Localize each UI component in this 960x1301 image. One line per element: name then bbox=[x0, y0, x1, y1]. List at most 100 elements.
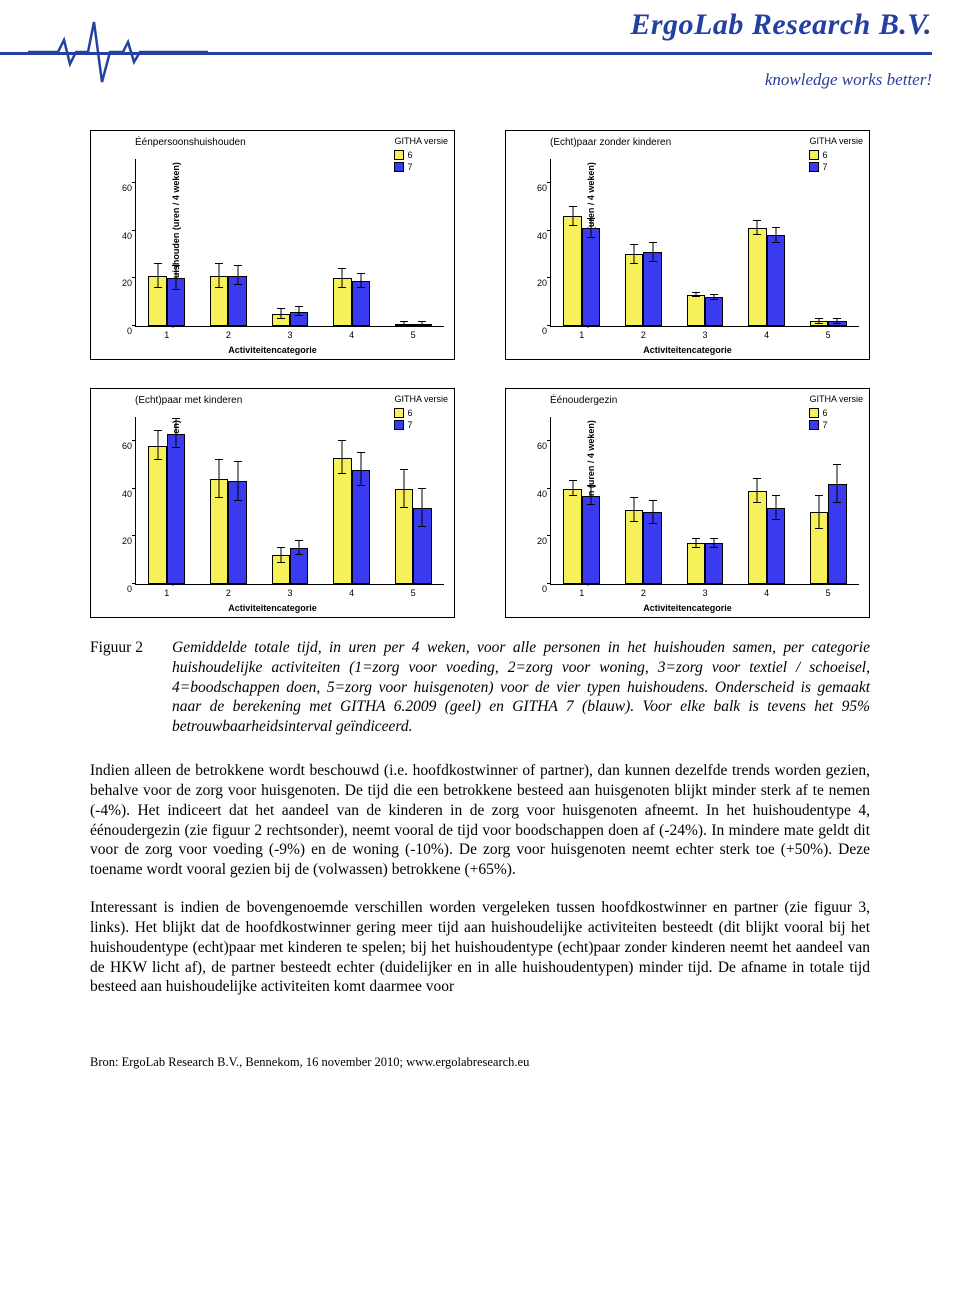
error-bar bbox=[237, 462, 238, 500]
error-bar bbox=[572, 481, 573, 495]
error-cap bbox=[277, 318, 285, 319]
error-cap bbox=[418, 488, 426, 489]
chart-panel: (Echt)paar zonder kinderenGITHA versie67… bbox=[505, 130, 870, 360]
x-tick-label: 3 bbox=[287, 588, 292, 598]
x-axis-label: Activiteitencategorie bbox=[228, 603, 317, 613]
y-tick-label: 0 bbox=[525, 584, 547, 594]
company-tagline: knowledge works better! bbox=[630, 70, 932, 90]
data-bar bbox=[148, 446, 166, 584]
error-cap bbox=[569, 206, 577, 207]
y-tick-label: 40 bbox=[525, 489, 547, 499]
data-bar bbox=[582, 228, 600, 326]
error-cap bbox=[692, 296, 700, 297]
error-bar bbox=[342, 269, 343, 288]
error-cap bbox=[215, 263, 223, 264]
error-cap bbox=[815, 318, 823, 319]
y-tick-mark bbox=[132, 182, 136, 183]
data-bar bbox=[767, 235, 785, 326]
error-cap bbox=[587, 485, 595, 486]
x-tick-label: 4 bbox=[764, 588, 769, 598]
error-bar bbox=[176, 419, 177, 448]
y-tick-mark bbox=[132, 440, 136, 441]
error-cap bbox=[215, 459, 223, 460]
error-cap bbox=[692, 547, 700, 548]
y-tick-label: 0 bbox=[110, 326, 132, 336]
error-cap bbox=[277, 547, 285, 548]
y-tick-mark bbox=[132, 325, 136, 326]
body-paragraph: Interessant is indien de bovengenoemde v… bbox=[90, 898, 870, 997]
error-cap bbox=[418, 526, 426, 527]
error-cap bbox=[753, 234, 761, 235]
chart-panel: ÉénpersoonshuishoudenGITHA versie67Total… bbox=[90, 130, 455, 360]
data-bar bbox=[748, 491, 766, 584]
error-bar bbox=[219, 460, 220, 498]
x-tick-label: 5 bbox=[411, 588, 416, 598]
chart-title: (Echt)paar zonder kinderen bbox=[550, 137, 671, 148]
error-cap bbox=[630, 521, 638, 522]
error-cap bbox=[172, 265, 180, 266]
x-tick-label: 2 bbox=[641, 330, 646, 340]
chart-title: Éénoudergezin bbox=[550, 395, 617, 406]
error-cap bbox=[649, 523, 657, 524]
plot-area: 020406012345 bbox=[550, 417, 859, 585]
error-cap bbox=[753, 478, 761, 479]
error-cap bbox=[710, 538, 718, 539]
error-cap bbox=[649, 500, 657, 501]
error-bar bbox=[634, 245, 635, 264]
y-tick-mark bbox=[132, 583, 136, 584]
error-cap bbox=[418, 324, 426, 325]
chart-title: (Echt)paar met kinderen bbox=[135, 395, 242, 406]
y-tick-mark bbox=[132, 230, 136, 231]
error-cap bbox=[587, 218, 595, 219]
chart-panel: (Echt)paar met kinderenGITHA versie67Tot… bbox=[90, 388, 455, 618]
y-tick-label: 0 bbox=[525, 326, 547, 336]
data-bar bbox=[687, 543, 705, 584]
company-name: ErgoLab Research B.V. bbox=[630, 8, 932, 42]
error-cap bbox=[295, 315, 303, 316]
error-bar bbox=[591, 219, 592, 238]
y-tick-mark bbox=[547, 277, 551, 278]
legend-title: GITHA versie bbox=[809, 135, 863, 147]
x-tick-label: 1 bbox=[579, 588, 584, 598]
data-bar bbox=[748, 228, 766, 326]
data-bar bbox=[643, 252, 661, 326]
error-bar bbox=[237, 266, 238, 285]
figure-caption: Figuur 2 Gemiddelde totale tijd, in uren… bbox=[90, 638, 870, 737]
error-bar bbox=[360, 274, 361, 288]
y-tick-label: 40 bbox=[525, 231, 547, 241]
error-cap bbox=[630, 244, 638, 245]
error-cap bbox=[630, 263, 638, 264]
y-tick-mark bbox=[132, 488, 136, 489]
error-cap bbox=[215, 497, 223, 498]
error-cap bbox=[234, 284, 242, 285]
error-cap bbox=[833, 323, 841, 324]
error-cap bbox=[772, 519, 780, 520]
error-cap bbox=[772, 227, 780, 228]
error-cap bbox=[630, 497, 638, 498]
error-cap bbox=[277, 562, 285, 563]
body-paragraphs: Indien alleen de betrokkene wordt bescho… bbox=[90, 761, 870, 997]
error-bar bbox=[280, 548, 281, 562]
error-bar bbox=[176, 266, 177, 290]
error-cap bbox=[772, 242, 780, 243]
data-bar bbox=[687, 295, 705, 326]
error-cap bbox=[815, 495, 823, 496]
x-axis-label: Activiteitencategorie bbox=[228, 345, 317, 355]
y-tick-mark bbox=[132, 535, 136, 536]
error-bar bbox=[652, 243, 653, 262]
data-bar bbox=[582, 496, 600, 584]
data-bar bbox=[705, 297, 723, 326]
x-tick-label: 4 bbox=[349, 330, 354, 340]
error-bar bbox=[818, 496, 819, 529]
error-cap bbox=[172, 418, 180, 419]
error-cap bbox=[172, 447, 180, 448]
error-cap bbox=[357, 273, 365, 274]
x-tick-label: 1 bbox=[579, 330, 584, 340]
error-cap bbox=[815, 323, 823, 324]
error-cap bbox=[277, 308, 285, 309]
x-axis-label: Activiteitencategorie bbox=[643, 603, 732, 613]
error-cap bbox=[338, 268, 346, 269]
error-cap bbox=[710, 294, 718, 295]
page-footer: Bron: ErgoLab Research B.V., Bennekom, 1… bbox=[0, 1055, 960, 1100]
data-bar bbox=[625, 254, 643, 326]
